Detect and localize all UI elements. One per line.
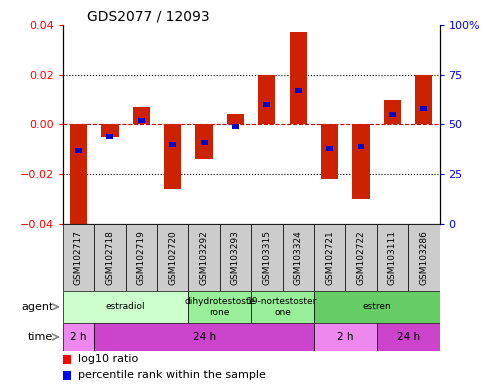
Text: 2 h: 2 h bbox=[337, 332, 354, 342]
Text: percentile rank within the sample: percentile rank within the sample bbox=[78, 370, 266, 380]
Bar bbox=[75, 148, 82, 152]
Text: GSM102717: GSM102717 bbox=[74, 230, 83, 285]
Bar bbox=[220, 224, 251, 291]
Bar bbox=[408, 224, 440, 291]
Bar bbox=[377, 323, 440, 351]
Text: GSM103111: GSM103111 bbox=[388, 230, 397, 285]
Text: GSM102718: GSM102718 bbox=[105, 230, 114, 285]
Text: estren: estren bbox=[362, 302, 391, 311]
Text: agent: agent bbox=[21, 302, 53, 312]
Bar bbox=[94, 224, 126, 291]
Bar bbox=[326, 146, 333, 151]
Bar bbox=[295, 88, 302, 93]
Bar bbox=[290, 32, 307, 124]
Bar bbox=[314, 323, 377, 351]
Bar bbox=[126, 224, 157, 291]
Bar bbox=[196, 124, 213, 159]
Text: 24 h: 24 h bbox=[397, 332, 420, 342]
Text: 2 h: 2 h bbox=[70, 332, 87, 342]
Text: 24 h: 24 h bbox=[193, 332, 215, 342]
Bar bbox=[63, 291, 188, 323]
Text: GSM103286: GSM103286 bbox=[419, 230, 428, 285]
Text: GSM102719: GSM102719 bbox=[137, 230, 146, 285]
Bar bbox=[377, 224, 408, 291]
Bar bbox=[283, 224, 314, 291]
Bar bbox=[70, 124, 87, 229]
Bar bbox=[164, 124, 181, 189]
Text: GDS2077 / 12093: GDS2077 / 12093 bbox=[87, 10, 210, 24]
Text: dihydrotestoste
rone: dihydrotestoste rone bbox=[184, 297, 256, 316]
Bar bbox=[101, 124, 118, 137]
Text: log10 ratio: log10 ratio bbox=[78, 354, 138, 364]
Bar bbox=[169, 142, 176, 147]
Bar bbox=[63, 224, 94, 291]
Bar bbox=[232, 124, 239, 129]
Bar bbox=[251, 291, 314, 323]
Text: estradiol: estradiol bbox=[106, 302, 145, 311]
Bar bbox=[63, 371, 71, 380]
Bar bbox=[138, 118, 145, 122]
Bar bbox=[258, 74, 275, 124]
Text: GSM103324: GSM103324 bbox=[294, 230, 303, 285]
Bar bbox=[188, 224, 220, 291]
Bar bbox=[357, 144, 365, 149]
Bar bbox=[314, 291, 440, 323]
Text: 19-nortestoster
one: 19-nortestoster one bbox=[247, 297, 318, 316]
Bar bbox=[263, 102, 270, 107]
Text: GSM102721: GSM102721 bbox=[325, 230, 334, 285]
Bar bbox=[353, 124, 369, 199]
Text: GSM102720: GSM102720 bbox=[168, 230, 177, 285]
Bar bbox=[384, 99, 401, 124]
Bar bbox=[345, 224, 377, 291]
Bar bbox=[314, 224, 345, 291]
Text: time: time bbox=[28, 332, 53, 342]
Text: GSM103292: GSM103292 bbox=[199, 230, 209, 285]
Bar bbox=[321, 124, 338, 179]
Bar bbox=[251, 224, 283, 291]
Bar bbox=[63, 355, 71, 364]
Bar bbox=[227, 114, 244, 124]
Bar bbox=[389, 112, 396, 117]
Bar bbox=[157, 224, 188, 291]
Bar bbox=[106, 134, 114, 139]
Bar bbox=[420, 106, 427, 111]
Bar bbox=[63, 323, 94, 351]
Bar bbox=[415, 74, 432, 124]
Bar bbox=[94, 323, 314, 351]
Text: GSM102722: GSM102722 bbox=[356, 230, 366, 285]
Bar bbox=[188, 291, 251, 323]
Bar bbox=[133, 107, 150, 124]
Text: GSM103315: GSM103315 bbox=[262, 230, 271, 285]
Text: GSM103293: GSM103293 bbox=[231, 230, 240, 285]
Bar bbox=[200, 140, 208, 144]
